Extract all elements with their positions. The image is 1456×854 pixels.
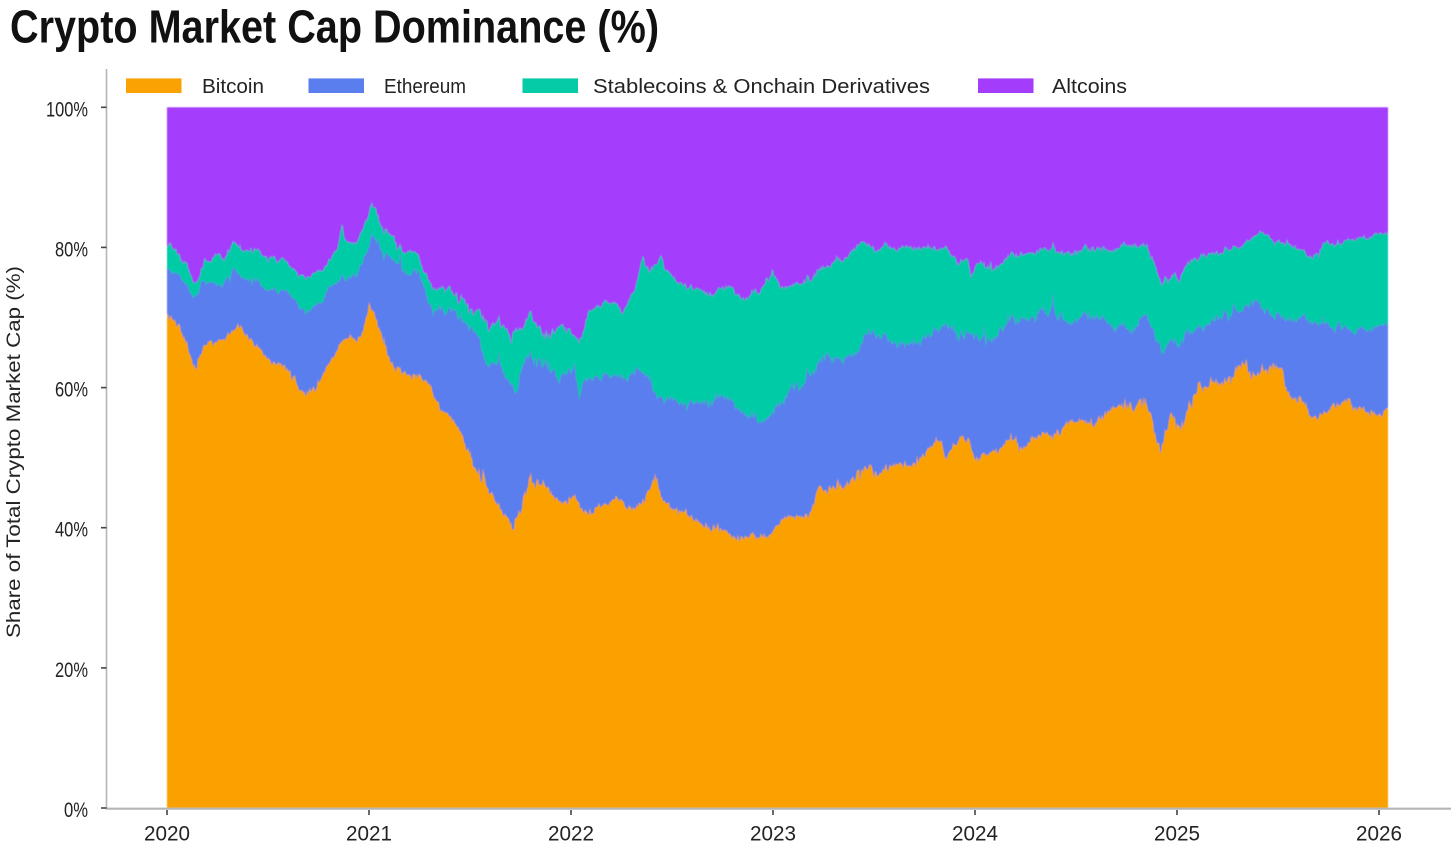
svg-text:2021: 2021 (346, 823, 392, 846)
svg-text:2026: 2026 (1356, 823, 1402, 846)
svg-text:2025: 2025 (1154, 823, 1200, 846)
svg-text:0%: 0% (64, 799, 88, 822)
svg-text:60%: 60% (55, 379, 88, 402)
svg-text:2023: 2023 (750, 823, 796, 846)
svg-text:2020: 2020 (144, 823, 190, 846)
svg-text:80%: 80% (55, 238, 88, 261)
svg-text:40%: 40% (55, 519, 88, 542)
svg-text:Altcoins: Altcoins (1052, 76, 1127, 98)
svg-text:20%: 20% (55, 659, 88, 682)
svg-text:100%: 100% (46, 98, 88, 121)
svg-text:2024: 2024 (952, 823, 998, 846)
svg-text:Stablecoins & Onchain Derivati: Stablecoins & Onchain Derivatives (593, 76, 930, 98)
svg-text:Crypto Market Cap Dominance (%: Crypto Market Cap Dominance (%) (10, 1, 659, 53)
svg-text:Bitcoin: Bitcoin (202, 76, 264, 98)
svg-text:Ethereum: Ethereum (384, 76, 466, 98)
svg-text:Share of Total Crypto Market C: Share of Total Crypto Market Cap (%) (4, 266, 25, 638)
svg-text:2022: 2022 (548, 823, 594, 846)
